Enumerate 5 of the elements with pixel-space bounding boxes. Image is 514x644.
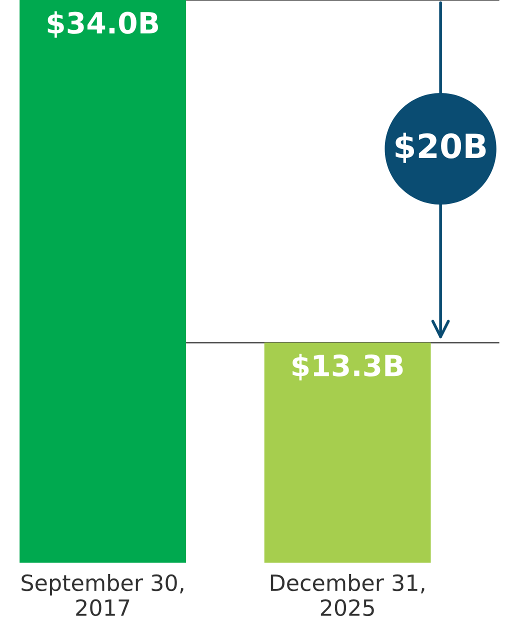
data-label: $13.3B	[292, 354, 403, 380]
data-label: $34.0B	[48, 11, 158, 38]
x-tick-label: September 30, 2017	[22, 574, 184, 616]
annotation: $20B	[396, 132, 486, 163]
x-tick-label: December 31, 2025	[270, 574, 424, 616]
